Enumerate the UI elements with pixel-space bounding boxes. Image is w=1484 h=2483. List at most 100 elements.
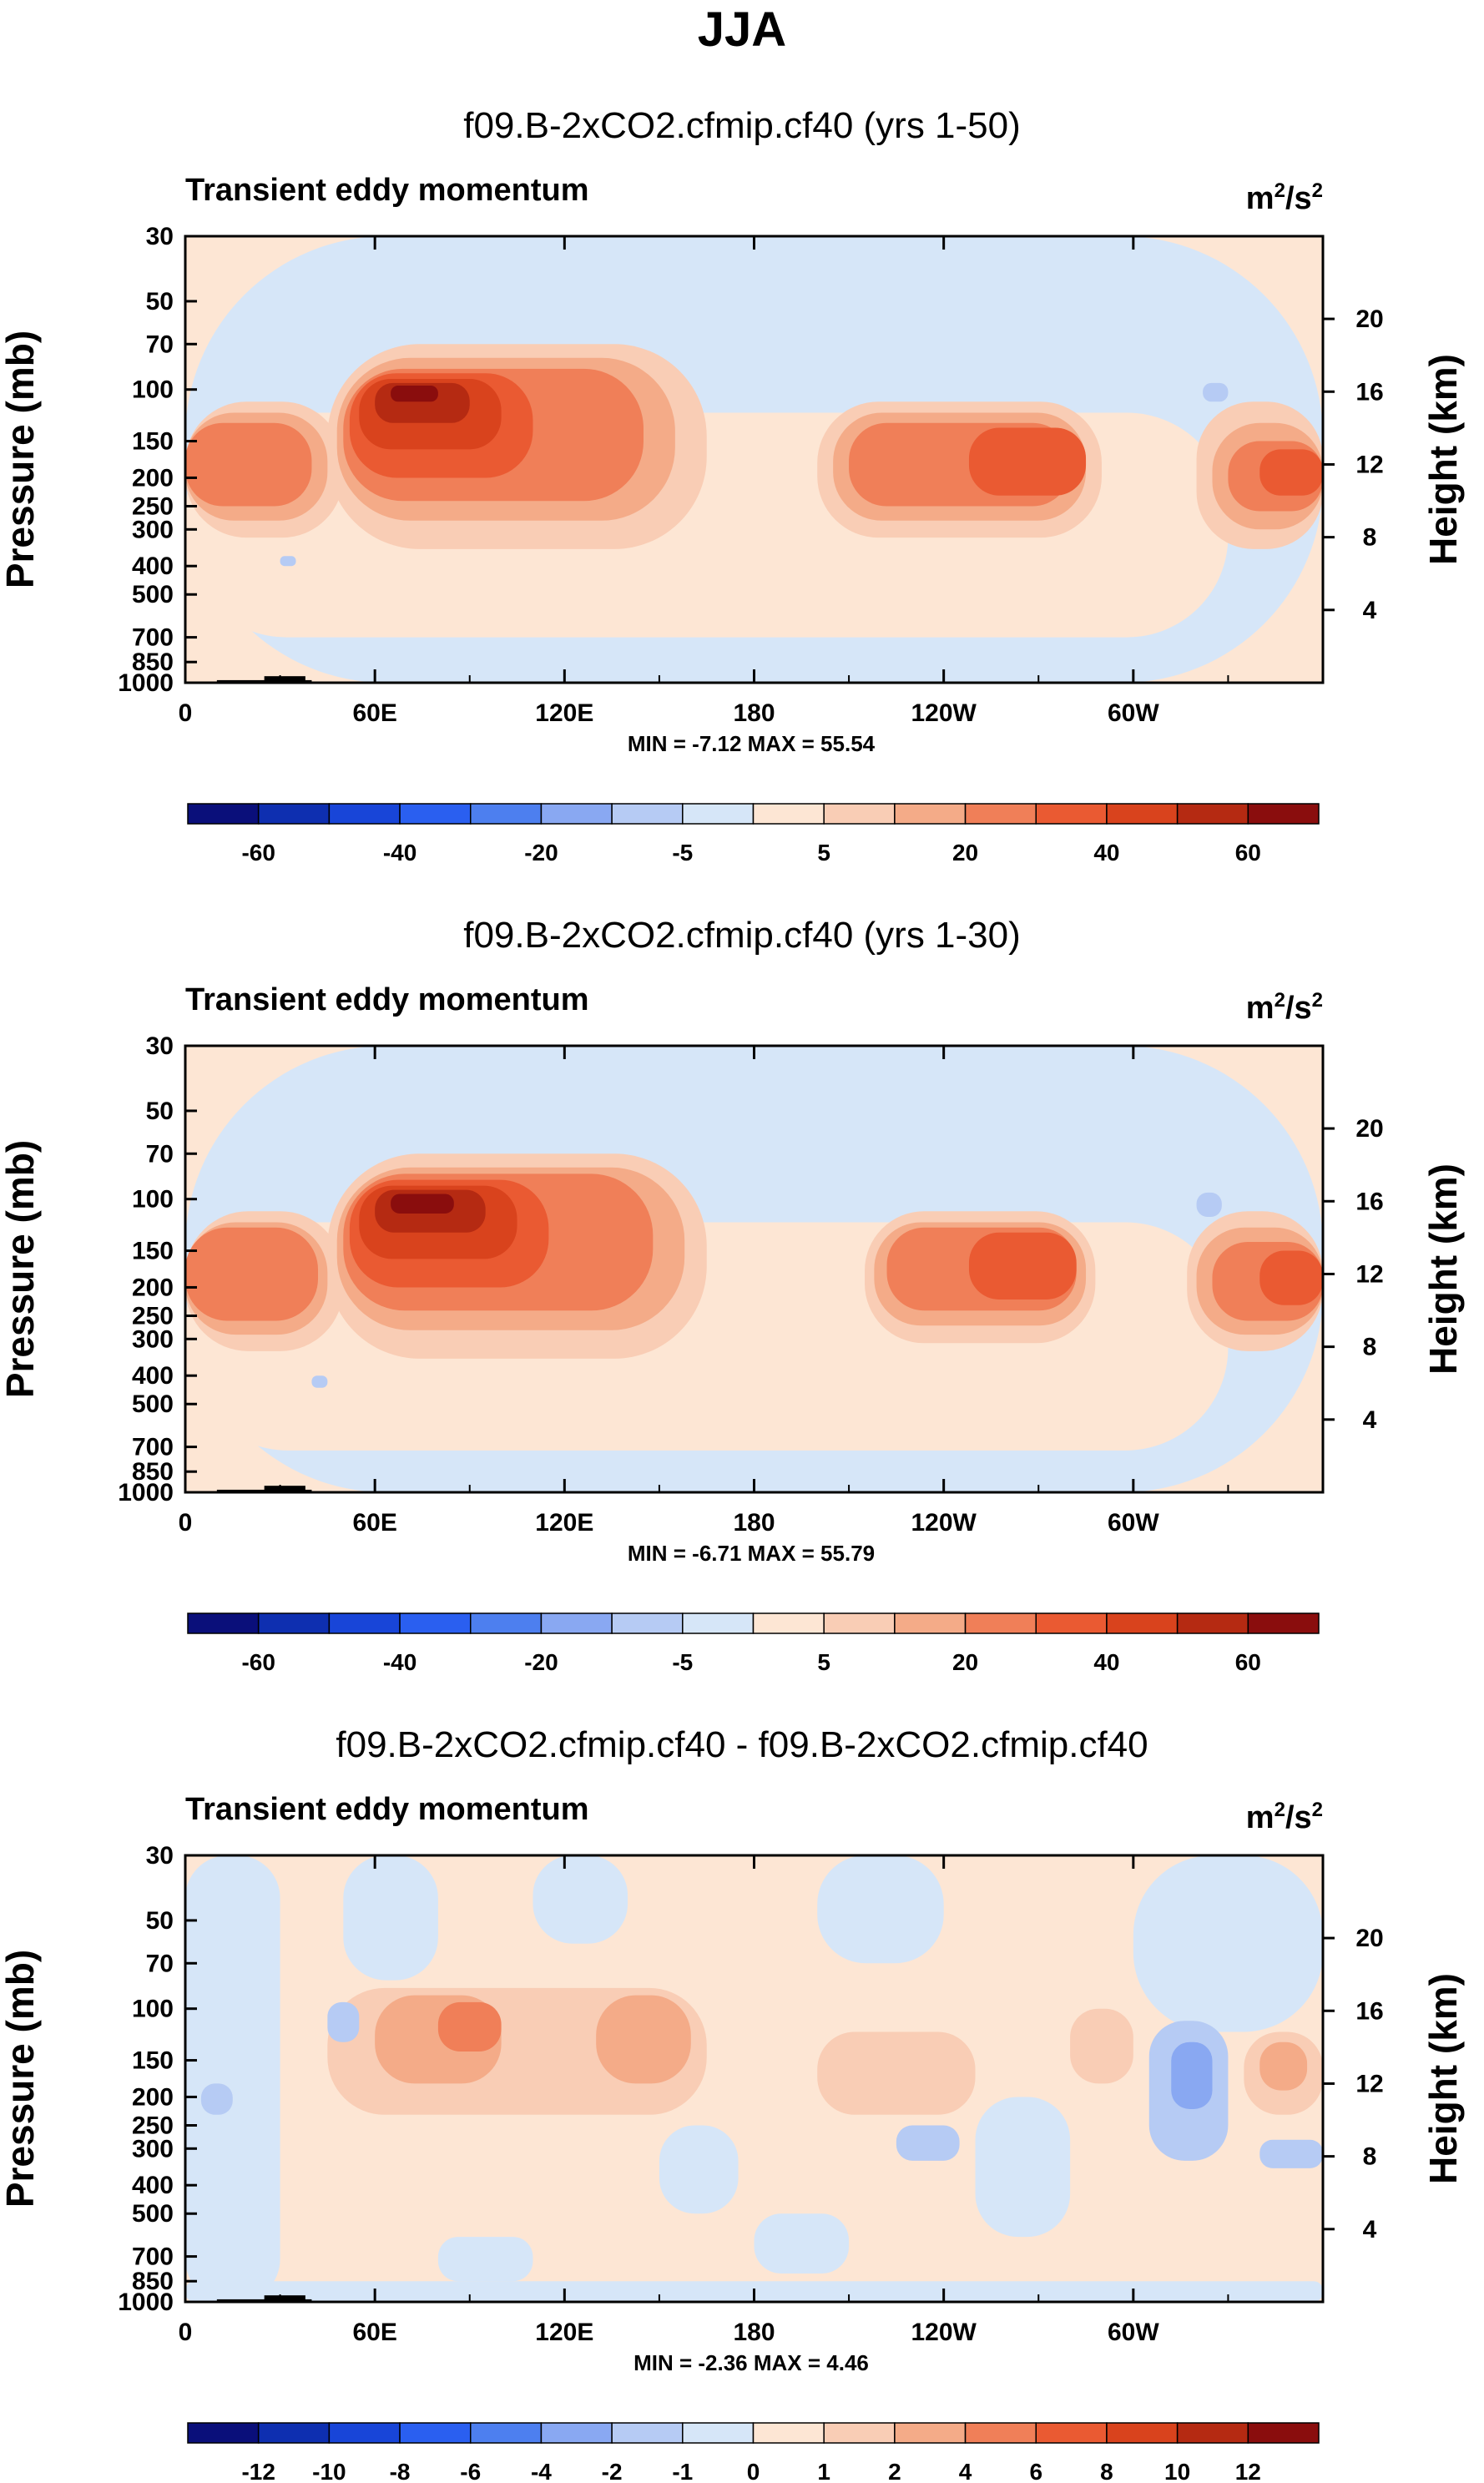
y-tick-label: 400 xyxy=(132,553,174,580)
colorbar-label: 10 xyxy=(1164,2459,1190,2483)
contour-region xyxy=(1133,1855,1323,2032)
y-tick-label: 400 xyxy=(132,2172,174,2199)
y-axis-title-right: Height (km) xyxy=(1421,354,1465,565)
y-axis-title-right: Height (km) xyxy=(1421,1163,1465,1375)
colorbar-swatch xyxy=(1035,2422,1108,2444)
height-tick-label: 8 xyxy=(1363,524,1377,552)
colorbar-swatch xyxy=(611,1612,684,1634)
contour-field xyxy=(185,1046,1323,1492)
colorbar-label: -5 xyxy=(672,840,693,866)
colorbar-swatch xyxy=(1176,803,1249,825)
y-tick-label: 200 xyxy=(132,2083,174,2111)
colorbar-swatch xyxy=(187,1612,260,1634)
y-tick-label: 850 xyxy=(132,1458,174,1486)
units-label: m2/s2 xyxy=(1246,179,1323,216)
contour-region xyxy=(185,422,312,507)
contour-region xyxy=(437,2001,502,2052)
contour-region xyxy=(1203,382,1229,402)
contour-region xyxy=(817,2031,976,2115)
colorbar-swatch xyxy=(894,1612,967,1634)
min-max-label: MIN = -7.12 MAX = 55.54 xyxy=(628,731,876,756)
y-tick-label: 500 xyxy=(132,2200,174,2228)
height-tick-label: 16 xyxy=(1355,378,1383,406)
x-tick-label: 60W xyxy=(1108,1509,1159,1537)
y-tick-label: 30 xyxy=(146,223,174,250)
height-tick-label: 8 xyxy=(1363,2143,1377,2171)
contour-region xyxy=(1259,2139,1323,2168)
contour-region xyxy=(1259,1250,1323,1305)
height-tick-label: 12 xyxy=(1355,451,1383,478)
y-axis-title: Pressure (mb) xyxy=(0,331,42,588)
colorbar-label: -10 xyxy=(312,2459,346,2483)
y-tick-label: 70 xyxy=(146,1140,174,1168)
colorbar-swatch xyxy=(1176,2422,1249,2444)
colorbar-swatch xyxy=(257,1612,331,1634)
y-tick-label: 150 xyxy=(132,428,174,456)
y-tick-label: 250 xyxy=(132,2112,174,2139)
colorbar-label: -20 xyxy=(524,1649,558,1675)
colorbar-swatch xyxy=(1035,1612,1108,1634)
contour-region xyxy=(1259,2041,1308,2091)
colorbar-label: -4 xyxy=(531,2459,552,2483)
y-tick-label: 250 xyxy=(132,492,174,520)
contour-region xyxy=(817,1855,944,1964)
y-tick-label: 300 xyxy=(132,2135,174,2163)
x-tick-label: 120W xyxy=(911,2319,977,2346)
y-tick-label: 100 xyxy=(132,376,174,404)
height-tick-label: 4 xyxy=(1363,1406,1377,1434)
colorbar-label: -20 xyxy=(524,840,558,866)
x-tick-label: 120E xyxy=(535,2319,593,2346)
contour-region xyxy=(968,1232,1077,1300)
colorbar-swatch xyxy=(1247,2422,1320,2444)
x-tick-label: 60E xyxy=(352,1509,396,1537)
colorbar-swatch xyxy=(611,2422,684,2444)
y-tick-label: 70 xyxy=(146,1950,174,1977)
contour-region xyxy=(311,1375,328,1388)
colorbar-swatch xyxy=(752,2422,825,2444)
x-tick-label: 180 xyxy=(733,2319,775,2346)
colorbar-label: 12 xyxy=(1235,2459,1261,2483)
y-tick-label: 100 xyxy=(132,1996,174,2023)
y-tick-label: 850 xyxy=(132,649,174,676)
contour-region xyxy=(659,2125,739,2214)
variable-label: Transient eddy momentum xyxy=(185,1792,589,1827)
min-max-label: MIN = -6.71 MAX = 55.79 xyxy=(628,1541,875,1566)
contour-region xyxy=(391,1194,454,1214)
y-tick-label: 700 xyxy=(132,2243,174,2271)
colorbar-label: 20 xyxy=(952,1649,978,1675)
colorbar-label: -12 xyxy=(241,2459,275,2483)
contour-region xyxy=(185,1227,319,1321)
contour-field xyxy=(185,236,1323,683)
colorbar-label: 20 xyxy=(952,840,978,866)
colorbar-swatch xyxy=(1247,803,1320,825)
contour-region xyxy=(975,2097,1071,2238)
y-tick-label: 1000 xyxy=(118,2289,174,2316)
colorbar-swatch xyxy=(964,2422,1037,2444)
colorbar-label: -40 xyxy=(383,840,416,866)
x-tick-label: 180 xyxy=(733,1509,775,1537)
colorbar-swatch xyxy=(328,1612,401,1634)
y-tick-label: 700 xyxy=(132,1434,174,1461)
colorbar-swatch xyxy=(823,1612,896,1634)
colorbar-swatch xyxy=(1106,2422,1179,2444)
colorbar-swatch xyxy=(470,1612,543,1634)
height-tick-label: 20 xyxy=(1355,1115,1383,1143)
min-max-label: MIN = -2.36 MAX = 4.46 xyxy=(633,2350,869,2375)
colorbar-label: -2 xyxy=(602,2459,623,2483)
height-tick-label: 12 xyxy=(1355,1260,1383,1288)
colorbar-swatch xyxy=(964,1612,1037,1634)
x-tick-label: 60E xyxy=(352,699,396,727)
x-tick-label: 60E xyxy=(352,2319,396,2346)
contour-region xyxy=(754,2213,850,2274)
height-tick-label: 16 xyxy=(1355,1997,1383,2025)
chart-panel-3: f09.B-2xCO2.cfmip.cf40 - f09.B-2xCO2.cfm… xyxy=(0,1724,1465,2483)
units-label: m2/s2 xyxy=(1246,989,1323,1026)
terrain-mask xyxy=(264,2295,305,2302)
colorbar-swatch xyxy=(752,1612,825,1634)
y-tick-label: 100 xyxy=(132,1186,174,1214)
colorbar-label: -6 xyxy=(460,2459,481,2483)
colorbar-label: -60 xyxy=(241,840,275,866)
y-tick-label: 300 xyxy=(132,1325,174,1353)
y-tick-label: 50 xyxy=(146,1098,174,1125)
